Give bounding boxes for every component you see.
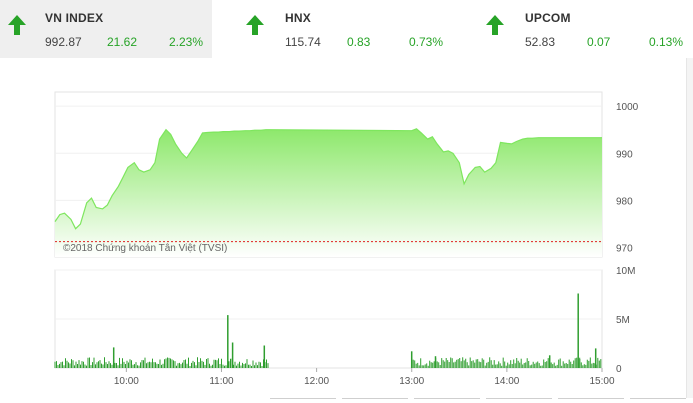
footer-tab[interactable] xyxy=(558,398,624,403)
price-tick-label: 990 xyxy=(616,149,633,160)
index-percent: 0.13% xyxy=(649,35,684,49)
volume-tick-label: 5M xyxy=(616,315,630,326)
index-percent: 0.73% xyxy=(409,35,444,49)
price-tick-label: 1000 xyxy=(616,102,639,113)
intraday-chart: 1000 990 980 970 ©2018 Chứng khoán Tân Việt … xyxy=(54,91,639,387)
index-tile-vnindex[interactable]: VN INDEX 992.87 21.62 2.23% xyxy=(0,0,212,58)
time-tick-label: 10:00 xyxy=(114,376,139,387)
index-percent: 2.23% xyxy=(169,35,204,49)
footer-tabs xyxy=(0,398,693,402)
index-tile-upcom[interactable]: UPCOM 52.83 0.07 0.13% xyxy=(478,0,686,58)
footer-tab[interactable] xyxy=(414,398,480,403)
index-name: HNX xyxy=(285,11,311,25)
volume-panel: 10M 5M 0 xyxy=(54,266,635,375)
footer-tab[interactable] xyxy=(630,398,686,403)
index-name: VN INDEX xyxy=(45,11,104,25)
up-arrow-icon xyxy=(246,15,264,35)
footer-tab[interactable] xyxy=(486,398,552,403)
index-summary-bar: VN INDEX 992.87 21.62 2.23% HNX 115.74 0… xyxy=(0,0,693,58)
watermark-text: ©2018 Chứng khoán Tân Việt (TVSI) xyxy=(63,243,227,254)
up-arrow-icon xyxy=(8,15,26,35)
price-panel: 1000 990 980 970 ©2018 Chứng khoán Tân Việt … xyxy=(54,91,639,258)
index-change: 21.62 xyxy=(107,35,138,49)
index-change: 0.83 xyxy=(347,35,371,49)
price-tick-label: 970 xyxy=(616,244,633,255)
index-value: 115.74 xyxy=(285,35,321,49)
time-axis: 10:00 11:00 12:00 13:00 14:00 15:00 xyxy=(114,368,615,387)
up-arrow-icon xyxy=(486,15,504,35)
time-tick-label: 12:00 xyxy=(304,376,329,387)
index-tile-hnx[interactable]: HNX 115.74 0.83 0.73% xyxy=(238,0,450,58)
volume-tick-label: 0 xyxy=(616,364,622,375)
index-change: 0.07 xyxy=(587,35,611,49)
index-name: UPCOM xyxy=(525,11,571,25)
time-tick-label: 11:00 xyxy=(209,376,234,387)
price-line xyxy=(54,128,602,230)
footer-tab[interactable] xyxy=(270,398,336,403)
time-tick-label: 13:00 xyxy=(399,376,424,387)
price-tick-label: 980 xyxy=(616,196,633,207)
time-tick-label: 15:00 xyxy=(589,376,614,387)
time-tick-label: 14:00 xyxy=(494,376,519,387)
volume-tick-label: 10M xyxy=(616,266,635,277)
price-area xyxy=(55,128,602,257)
scrollbar[interactable] xyxy=(686,58,693,398)
footer-tab[interactable] xyxy=(342,398,408,403)
index-value: 992.87 xyxy=(45,35,82,49)
index-value: 52.83 xyxy=(525,35,556,49)
